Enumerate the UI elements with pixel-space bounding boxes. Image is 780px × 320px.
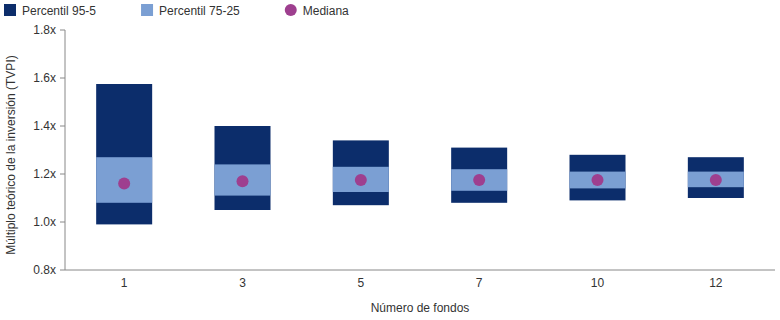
median-dot [118, 178, 130, 190]
y-tick [60, 222, 65, 223]
x-axis-line [65, 270, 775, 271]
x-tick-label: 1 [121, 276, 128, 290]
y-tick [60, 270, 65, 271]
x-tick-label: 5 [357, 276, 364, 290]
range-bar [215, 164, 271, 195]
median-dot [710, 174, 722, 186]
y-tick-label: 1.4x [33, 119, 56, 133]
y-tick [60, 78, 65, 79]
legend-label: Mediana [303, 4, 349, 18]
range-bar [570, 155, 626, 201]
range-bar [96, 157, 152, 203]
range-bar [333, 140, 389, 205]
y-axis-line [65, 30, 66, 270]
legend-swatch [141, 4, 153, 16]
median-dot [237, 175, 249, 187]
x-tick-label: 12 [709, 276, 723, 290]
y-tick-label: 1.8x [33, 23, 56, 37]
range-bar [215, 126, 271, 210]
range-bar [451, 148, 507, 203]
x-tick-label: 10 [591, 276, 605, 290]
legend-swatch [285, 4, 297, 16]
median-dot [473, 174, 485, 186]
y-axis-title: Múltiplo teórico de la inversión (TVPI) [4, 55, 18, 254]
y-tick [60, 30, 65, 31]
x-axis-title: Número de fondos [371, 301, 470, 315]
range-bar [96, 84, 152, 224]
y-tick-label: 1.0x [33, 215, 56, 229]
y-tick [60, 174, 65, 175]
legend-swatch [4, 4, 16, 16]
plot-area [96, 84, 744, 224]
legend-label: Percentil 75-25 [159, 4, 240, 18]
x-tick-label: 3 [239, 276, 246, 290]
chart-container: 0.8x 1.0x 1.2x 1.4x 1.6x 1.8x 1 3 5 7 10 12 Número d… [0, 0, 780, 320]
x-tick-label: 7 [476, 276, 483, 290]
range-bar [451, 169, 507, 191]
range-bar [333, 167, 389, 192]
range-bar [688, 172, 744, 188]
median-dot [592, 174, 604, 186]
legend-label: Percentil 95-5 [22, 4, 96, 18]
y-tick-label: 0.8x [33, 263, 56, 277]
range-bar [570, 172, 626, 189]
y-tick [60, 126, 65, 127]
y-tick-label: 1.2x [33, 167, 56, 181]
chart-svg: 0.8x 1.0x 1.2x 1.4x 1.6x 1.8x 1 3 5 7 10 12 Número d… [0, 0, 780, 320]
range-bar [688, 157, 744, 198]
median-dot [355, 174, 367, 186]
y-tick-label: 1.6x [33, 71, 56, 85]
